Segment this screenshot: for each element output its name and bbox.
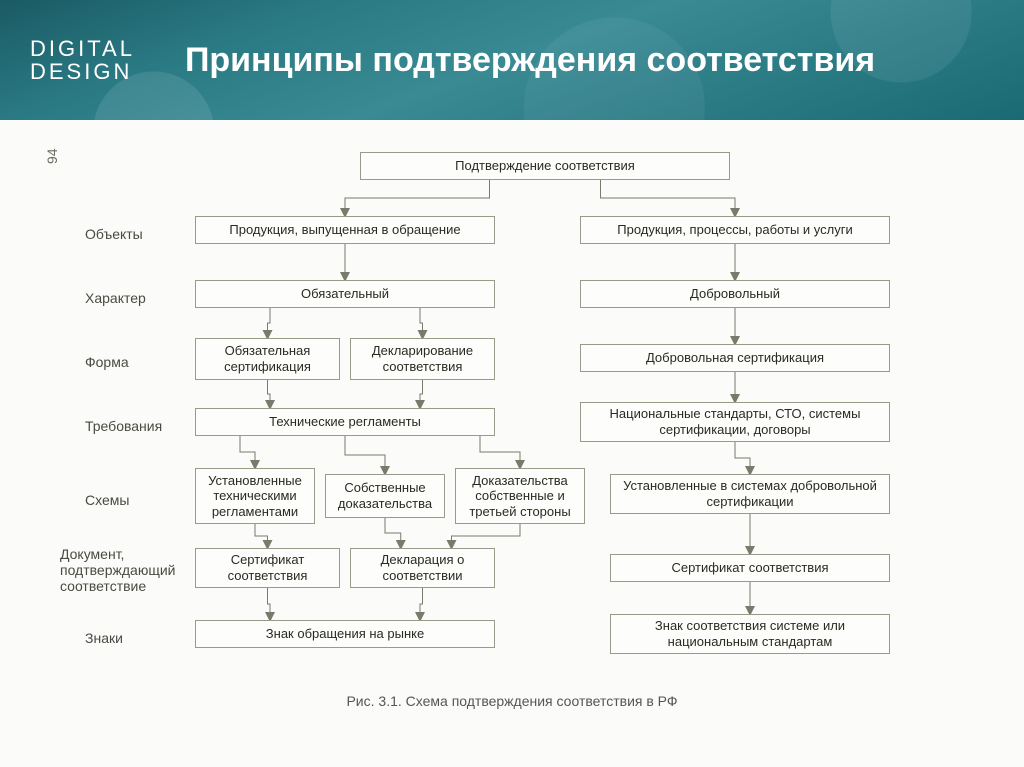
edge-form-l1-req-l	[268, 380, 271, 408]
node-obj-r: Продукция, процессы, работы и услуги	[580, 216, 890, 244]
edge-char-l-form-l2	[420, 308, 423, 338]
edge-req-l-sch-l1	[240, 436, 255, 468]
edge-sch-l1-doc-l1	[255, 524, 268, 548]
edge-sch-l2-doc-l2	[385, 518, 401, 548]
logo: DIGITAL DESIGN	[30, 37, 135, 83]
row-label-lbl-char: Характер	[85, 290, 146, 306]
row-label-lbl-schemes: Схемы	[85, 492, 129, 508]
node-sch-l3: Доказательства собственные и третьей сто…	[455, 468, 585, 524]
node-sign-l: Знак обращения на рынке	[195, 620, 495, 648]
node-req-r: Национальные стандарты, СТО, системы сер…	[580, 402, 890, 442]
edge-doc-l2-sign-l	[420, 588, 423, 620]
node-doc-r: Сертификат соответствия	[610, 554, 890, 582]
row-label-lbl-doc: Документ, подтверждающий соответствие	[60, 546, 175, 594]
page-number: 94	[44, 148, 60, 164]
node-form-l2: Декларирование соответствия	[350, 338, 495, 380]
edge-doc-l1-sign-l	[268, 588, 271, 620]
node-doc-l1: Сертификат соответствия	[195, 548, 340, 588]
node-sch-r: Установленные в системах добровольной се…	[610, 474, 890, 514]
row-label-lbl-objects: Объекты	[85, 226, 143, 242]
edge-root-obj-l	[345, 180, 490, 216]
edge-sch-l3-doc-l2	[452, 524, 521, 548]
node-sign-r: Знак соответствия системе или национальн…	[610, 614, 890, 654]
node-req-l: Технические регламенты	[195, 408, 495, 436]
row-label-lbl-signs: Знаки	[85, 630, 123, 646]
node-sch-l2: Собственные доказательства	[325, 474, 445, 518]
figure-caption: Рис. 3.1. Схема подтверждения соответств…	[0, 693, 1024, 709]
row-label-lbl-req: Требования	[85, 418, 162, 434]
edge-char-l-form-l1	[268, 308, 271, 338]
slide-header: DIGITAL DESIGN Принципы подтверждения со…	[0, 0, 1024, 120]
slide-title: Принципы подтверждения соответствия	[185, 40, 875, 81]
edge-req-l-sch-l3	[480, 436, 520, 468]
node-obj-l: Продукция, выпущенная в обращение	[195, 216, 495, 244]
node-form-l1: Обязательная сертификация	[195, 338, 340, 380]
edge-req-r-sch-r	[735, 442, 750, 474]
edge-req-l-sch-l2	[345, 436, 385, 474]
edge-root-obj-r	[601, 180, 736, 216]
node-form-r: Добровольная сертификация	[580, 344, 890, 372]
node-sch-l1: Установленные техническими регламентами	[195, 468, 315, 524]
node-root: Подтверждение соответствия	[360, 152, 730, 180]
edge-form-l2-req-l	[420, 380, 423, 408]
node-char-r: Добровольный	[580, 280, 890, 308]
node-char-l: Обязательный	[195, 280, 495, 308]
diagram-canvas: 94 Рис. 3.1. Схема подтверждения соответ…	[0, 120, 1024, 767]
row-label-lbl-form: Форма	[85, 354, 129, 370]
node-doc-l2: Декларация о соответствии	[350, 548, 495, 588]
